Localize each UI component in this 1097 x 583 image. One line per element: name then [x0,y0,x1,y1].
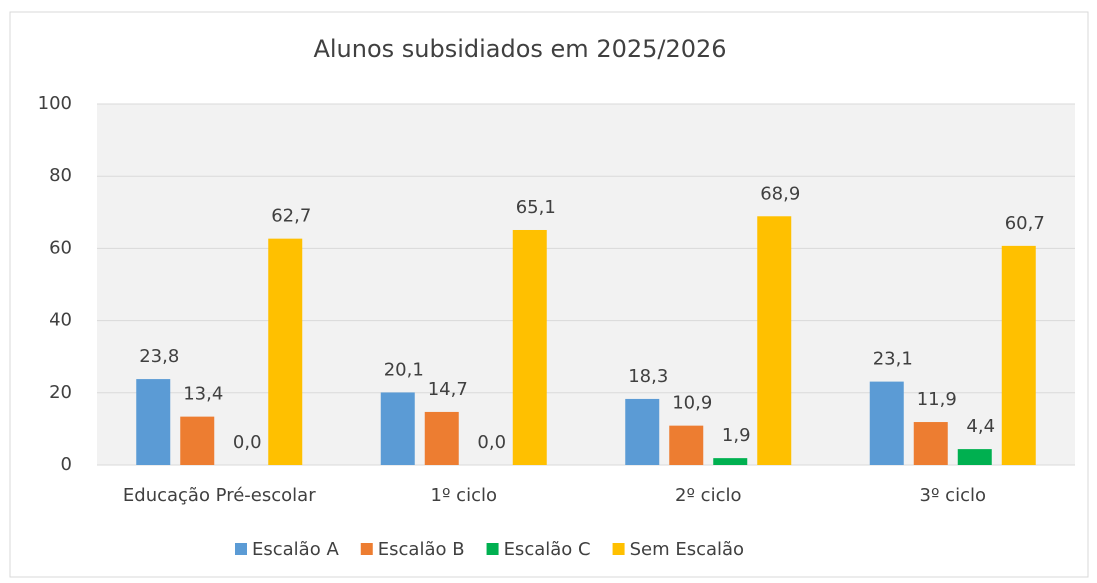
bar [669,425,704,465]
data-label: 62,7 [271,206,311,227]
bar [757,216,792,465]
y-tick-label: 40 [49,310,72,331]
data-label: 10,9 [672,393,712,414]
bar [869,381,904,465]
data-label: 0,0 [233,432,262,453]
bar [957,449,992,465]
bar [268,238,303,465]
bar [512,229,547,465]
data-label: 65,1 [516,197,556,218]
y-tick-label: 60 [49,237,72,258]
bar [180,416,215,465]
plot-area [97,104,1075,465]
data-label: 1,9 [722,425,751,446]
x-tick-label: 1º ciclo [431,485,497,506]
bar [713,458,748,465]
legend-label: Escalão B [378,539,465,560]
data-label: 20,1 [384,359,424,380]
y-tick-label: 100 [38,93,72,114]
y-tick-label: 80 [49,165,72,186]
bar [1001,245,1036,465]
x-tick-label: Educação Pré-escolar [123,485,316,506]
data-label: 68,9 [760,183,800,204]
data-label: 18,3 [628,366,668,387]
bar [136,379,171,465]
bar [625,398,660,465]
bar [913,422,948,465]
legend-swatch [486,543,499,555]
legend-label: Escalão C [504,539,591,560]
data-label: 0,0 [477,432,506,453]
x-tick-label: 3º ciclo [920,485,986,506]
data-label: 14,7 [428,379,468,400]
data-label: 11,9 [917,389,957,410]
y-tick-label: 0 [61,454,72,475]
legend-swatch [235,543,247,555]
data-label: 23,1 [873,349,913,370]
legend-label: Escalão A [252,539,339,560]
legend-label: Sem Escalão [630,539,744,560]
data-label: 60,7 [1005,213,1045,234]
data-label: 4,4 [966,416,995,437]
bar [424,411,459,465]
x-tick-label: 2º ciclo [675,485,741,506]
y-tick-label: 20 [49,382,72,403]
data-label: 23,8 [139,346,179,367]
chart-title: Alunos subsidiados em 2025/2026 [313,35,726,63]
bar [380,392,415,465]
legend-swatch [612,543,625,555]
data-label: 13,4 [183,384,223,405]
legend-swatch [360,543,373,555]
